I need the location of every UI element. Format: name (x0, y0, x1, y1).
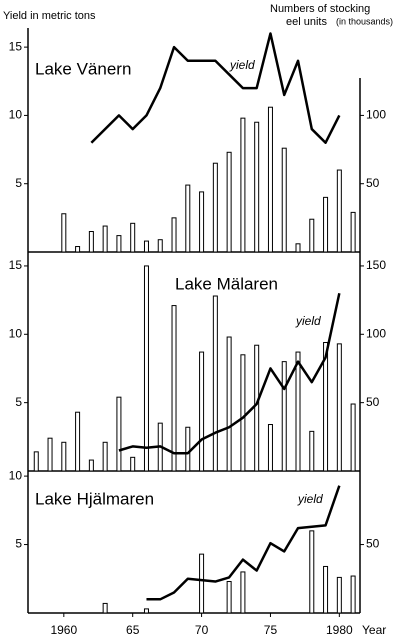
bar (199, 191, 205, 253)
annotation: yield (297, 492, 323, 506)
y2-tick-label: 150 (366, 258, 386, 272)
panel-title: Lake Vänern (35, 59, 131, 78)
y2-axis-label: (in thousands) (336, 16, 393, 26)
x-tick-label: 1980 (326, 623, 353, 637)
bar (240, 117, 246, 253)
annotation: yield (295, 314, 321, 328)
y2-tick-label: 50 (366, 395, 380, 409)
bar (336, 169, 342, 253)
y2-axis-label: eel units (286, 16, 327, 28)
bar (267, 106, 273, 253)
bar (212, 295, 218, 472)
y-tick-label: 15 (9, 258, 23, 272)
bar (350, 403, 356, 472)
y2-tick-label: 100 (366, 108, 386, 122)
x-axis-label: Year (362, 623, 386, 637)
y2-tick-label: 100 (366, 326, 386, 340)
bar (199, 553, 205, 614)
bar (171, 305, 177, 472)
bar (226, 151, 232, 253)
bar (143, 265, 149, 472)
bar (295, 351, 301, 472)
x-tick-label: 65 (126, 623, 140, 637)
bar (130, 222, 136, 253)
bar (157, 239, 163, 253)
yield-line (146, 485, 341, 601)
y-tick-label: 10 (9, 468, 23, 482)
bar (281, 361, 287, 472)
y2-tick-label: 50 (366, 537, 380, 551)
bar (309, 218, 315, 253)
bar (267, 424, 273, 472)
bar (75, 246, 81, 253)
panel-title: Lake Mälaren (175, 274, 278, 293)
panel-title: Lake Hjälmaren (35, 489, 154, 508)
bar (61, 441, 67, 472)
bar (212, 162, 218, 253)
y-tick-label: 15 (9, 39, 23, 53)
y-axis-label: Yield in metric tons (3, 10, 96, 22)
bar (61, 213, 67, 253)
bar (350, 575, 356, 614)
annotation: yield (229, 58, 255, 72)
bar (102, 225, 108, 253)
bar (226, 336, 232, 472)
bar (309, 430, 315, 472)
bar (88, 231, 94, 253)
bar (240, 354, 246, 472)
bar (254, 121, 260, 253)
bar (88, 459, 94, 472)
bar (185, 184, 191, 253)
x-tick-label: 75 (264, 623, 278, 637)
bar (102, 602, 108, 614)
bar (102, 441, 108, 472)
bar (295, 243, 301, 253)
bar (171, 217, 177, 253)
bar (116, 396, 122, 472)
bar (143, 608, 149, 614)
bar (199, 351, 205, 472)
bar (75, 411, 81, 472)
bar (309, 530, 315, 614)
yield-line (90, 32, 341, 144)
bar (323, 196, 329, 253)
bar (116, 235, 122, 253)
bar (33, 451, 39, 472)
y2-tick-label: 50 (366, 176, 380, 190)
y2-axis-label: Numbers of stocking (270, 3, 370, 15)
bar (350, 211, 356, 253)
bar (281, 147, 287, 253)
x-tick-label: 1960 (50, 623, 77, 637)
yield-line (118, 293, 341, 455)
bar (47, 437, 53, 472)
bar (130, 456, 136, 472)
bar (143, 240, 149, 253)
bar (323, 565, 329, 614)
y-tick-label: 5 (15, 395, 22, 409)
y-tick-label: 5 (15, 537, 22, 551)
bar (226, 581, 232, 614)
bar (336, 343, 342, 472)
y-tick-label: 10 (9, 326, 23, 340)
bar (254, 344, 260, 472)
bar (240, 571, 246, 614)
x-tick-label: 70 (195, 623, 209, 637)
y-tick-label: 5 (15, 176, 22, 190)
y-tick-label: 10 (9, 108, 23, 122)
bar (323, 341, 329, 472)
bar (336, 576, 342, 614)
bar (185, 426, 191, 472)
